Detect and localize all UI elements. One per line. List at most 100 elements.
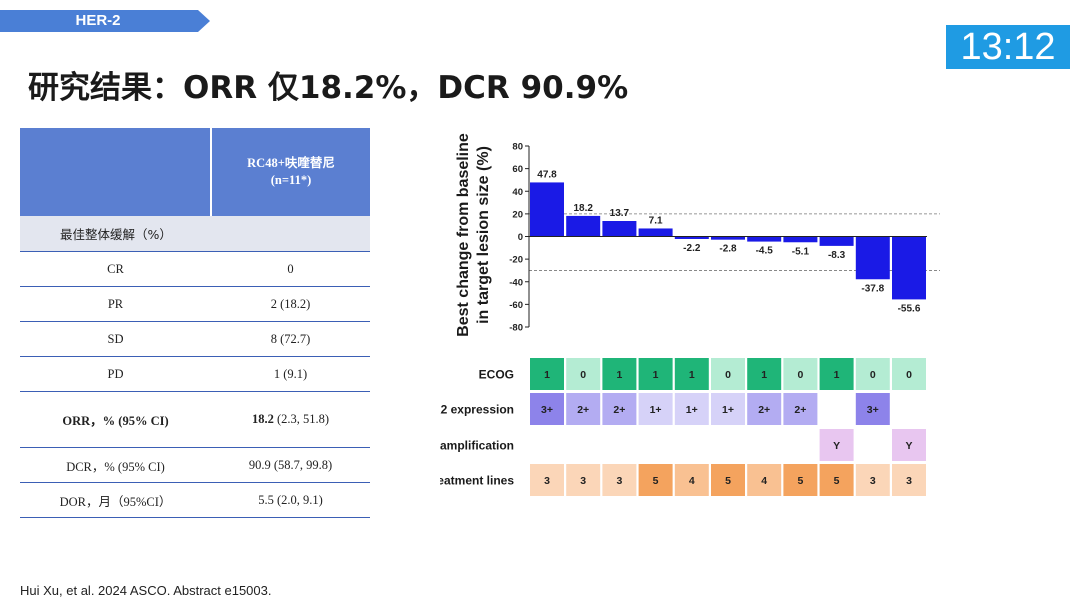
bar-value-label: -8.3 xyxy=(828,250,846,261)
annotation-cell-label: 3 xyxy=(544,475,550,487)
annotation-row-label: HER2 amplification xyxy=(440,439,514,453)
dor-label: DOR，月（95%CI） xyxy=(20,482,211,518)
annotation-cell xyxy=(638,393,673,425)
orr-value: 18.2 (2.3, 51.8) xyxy=(211,391,370,448)
table-header-row: RC48+呋喹替尼 (n=11*) xyxy=(20,128,370,216)
bar-value-label: -55.6 xyxy=(898,303,921,314)
annotation-cell xyxy=(602,358,637,390)
waterfall-bar xyxy=(530,182,564,237)
row-label: CR xyxy=(20,251,211,287)
waterfall-bar xyxy=(819,236,854,246)
annotation-cell xyxy=(674,464,709,496)
annotation-cell-label: 3 xyxy=(580,475,586,487)
annotation-cell xyxy=(783,358,818,390)
table-row-dcr: DCR，% (95% CI) 90.9 (58.7, 99.8) xyxy=(20,447,370,483)
y-tick-label: 60 xyxy=(512,164,523,175)
waterfall-bar xyxy=(674,236,709,239)
annotation-cell xyxy=(530,358,564,390)
row-value: 1 (9.1) xyxy=(211,356,370,392)
dor-value: 5.5 (2.0, 9.1) xyxy=(211,482,370,518)
orr-value-ci: (2.3, 51.8) xyxy=(273,412,330,426)
citation: Hui Xu, et al. 2024 ASCO. Abstract e1500… xyxy=(20,583,272,598)
annotation-cell-label: 1 xyxy=(544,369,550,381)
waterfall-bar xyxy=(566,215,601,237)
annotation-cell-label: 1 xyxy=(653,369,659,381)
annotation-cell xyxy=(819,429,854,461)
waterfall-bar xyxy=(638,228,673,237)
annotation-cell xyxy=(783,464,818,496)
bar-value-label: -2.2 xyxy=(683,243,701,254)
annotation-cell xyxy=(747,393,782,425)
timer-badge: 13:12 xyxy=(946,25,1070,69)
orr-label: ORR，% (95% CI) xyxy=(20,391,211,448)
table-header-arm: RC48+呋喹替尼 (n=11*) xyxy=(210,128,370,216)
annotation-cell xyxy=(566,358,601,390)
annotation-cell-label: 0 xyxy=(870,369,876,381)
annotation-cell xyxy=(855,464,890,496)
annotation-cell-label: 1 xyxy=(616,369,622,381)
slide-title: 研究结果：ORR 仅18.2%，DCR 90.9% xyxy=(28,70,629,106)
waterfall-bar xyxy=(602,221,637,237)
annotation-cell-label: 3+ xyxy=(867,404,879,416)
annotation-cell-label: 1+ xyxy=(686,404,698,416)
annotation-cell-label: Y xyxy=(833,440,840,452)
row-label: SD xyxy=(20,321,211,357)
annotation-cell xyxy=(819,464,854,496)
waterfall-bar xyxy=(892,236,926,300)
annotation-cell-label: 3 xyxy=(906,475,912,487)
annotation-row-label: ECOG xyxy=(479,368,514,382)
annotation-cell xyxy=(566,393,601,425)
annotation-cell-label: 1+ xyxy=(722,404,734,416)
annotation-cell-label: 0 xyxy=(725,369,731,381)
annotation-cell xyxy=(711,358,745,390)
annotation-cell-label: 1 xyxy=(689,369,695,381)
annotation-cell xyxy=(747,358,782,390)
annotation-cell xyxy=(674,358,709,390)
y-tick-label: 80 xyxy=(512,142,523,153)
annotation-cell-label: 5 xyxy=(834,475,840,487)
annotation-cell xyxy=(638,464,673,496)
annotation-cell-label: 2+ xyxy=(758,404,770,416)
waterfall-bar xyxy=(747,236,782,242)
annotation-cell-label: 5 xyxy=(725,475,731,487)
y-tick-label: -60 xyxy=(509,300,523,311)
annotation-cell xyxy=(566,464,601,496)
results-table: RC48+呋喹替尼 (n=11*) 最佳整体缓解（%） CR 0 PR 2 (1… xyxy=(20,128,370,518)
dcr-value: 90.9 (58.7, 99.8) xyxy=(211,447,370,483)
annotation-cell-label: 1 xyxy=(761,369,767,381)
y-tick-label: 20 xyxy=(512,209,523,220)
table-row: SD 8 (72.7) xyxy=(20,321,370,357)
annotation-cell xyxy=(711,464,745,496)
annotation-cell xyxy=(783,393,818,425)
orr-value-bold: 18.2 xyxy=(251,412,274,426)
annotation-cell xyxy=(819,358,854,390)
waterfall-bar xyxy=(855,236,890,280)
annotation-cell-label: 2+ xyxy=(613,404,625,416)
bar-value-label: -4.5 xyxy=(756,246,774,257)
waterfall-bar xyxy=(783,236,818,243)
table-row-dor: DOR，月（95%CI） 5.5 (2.0, 9.1) xyxy=(20,482,370,518)
row-value: 2 (18.2) xyxy=(211,286,370,322)
bar-value-label: 18.2 xyxy=(573,203,593,214)
annotation-cell-label: 4 xyxy=(689,475,695,487)
section-tag-label: HER-2 xyxy=(75,12,121,29)
table-section-row: 最佳整体缓解（%） xyxy=(20,216,370,252)
annotation-cell-label: 4 xyxy=(761,475,767,487)
table-row: PD 1 (9.1) xyxy=(20,356,370,392)
annotation-cell xyxy=(747,464,782,496)
annotation-cell-label: 5 xyxy=(653,475,659,487)
y-tick-label: 0 xyxy=(518,232,523,243)
annotation-cell-label: 5 xyxy=(797,475,803,487)
row-value: 8 (72.7) xyxy=(211,321,370,357)
y-tick-label: 40 xyxy=(512,187,523,198)
row-label: PR xyxy=(20,286,211,322)
annotation-cell xyxy=(892,358,926,390)
row-value: 0 xyxy=(211,251,370,287)
bar-value-label: 13.7 xyxy=(610,208,630,219)
bar-value-label: -5.1 xyxy=(792,246,810,257)
annotation-cell xyxy=(855,393,890,425)
annotation-cell xyxy=(530,393,564,425)
annotation-cell xyxy=(892,429,926,461)
y-tick-label: -20 xyxy=(509,255,523,266)
